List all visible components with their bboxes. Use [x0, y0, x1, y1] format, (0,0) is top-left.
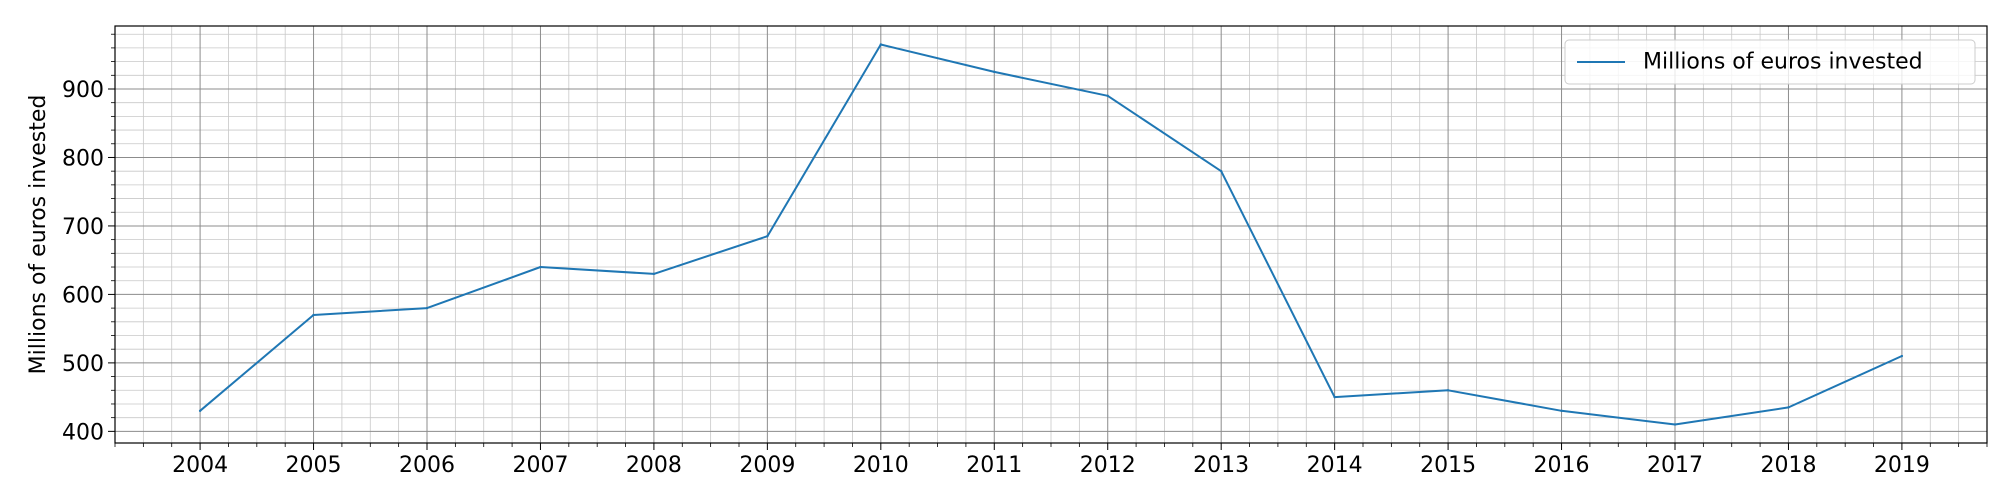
y-tick-label: 700	[62, 215, 104, 240]
legend: Millions of euros invested	[1564, 39, 1976, 85]
data-point	[1787, 406, 1790, 409]
data-point	[425, 306, 429, 310]
x-tick-label: 2010	[853, 453, 909, 478]
data-point	[1560, 409, 1563, 413]
x-tick-label: 2015	[1420, 453, 1476, 478]
data-point	[198, 409, 202, 413]
data-point	[1219, 169, 1223, 173]
x-tick-label: 2009	[739, 453, 795, 478]
x-tick-label: 2013	[1193, 453, 1249, 478]
x-tick-label: 2012	[1080, 453, 1136, 478]
legend-box	[1564, 39, 1976, 85]
y-tick-label: 800	[62, 146, 104, 171]
data-point	[1333, 395, 1336, 399]
data-point	[1106, 94, 1109, 98]
data-point	[652, 272, 656, 276]
y-axis-label: Millions of euros invested	[26, 95, 51, 375]
data-point	[993, 70, 996, 74]
data-point	[1673, 423, 1677, 426]
x-tick-label: 2016	[1534, 453, 1590, 478]
data-point	[879, 43, 883, 46]
series-layer	[198, 43, 1904, 426]
x-tick-label: 2019	[1874, 453, 1930, 478]
x-tick-label: 2006	[399, 453, 455, 478]
x-tick-label: 2004	[172, 453, 228, 478]
ticks-layer: 2004 2005 2006 2007 2008 2009 2010 2011 2012 2013…	[62, 33, 1988, 478]
y-tick-label: 400	[62, 420, 104, 445]
y-tick-label: 600	[62, 283, 104, 308]
x-tick-label: 2011	[966, 453, 1022, 478]
data-point	[1900, 354, 1904, 358]
data-point	[766, 235, 769, 238]
series-line	[199, 43, 1903, 426]
data-point	[1446, 389, 1450, 392]
data-point	[312, 313, 315, 317]
x-tick-label: 2005	[286, 453, 342, 478]
x-tick-label: 2017	[1647, 453, 1703, 478]
x-tick-label: 2018	[1760, 453, 1816, 478]
y-tick-label: 500	[62, 352, 104, 377]
legend-label: Millions of euros invested	[1643, 50, 1923, 75]
data-point	[539, 265, 542, 269]
x-tick-label: 2008	[626, 453, 682, 478]
x-tick-label: 2007	[512, 453, 568, 478]
x-tick-label: 2014	[1307, 453, 1363, 478]
y-tick-label: 900	[62, 78, 104, 103]
